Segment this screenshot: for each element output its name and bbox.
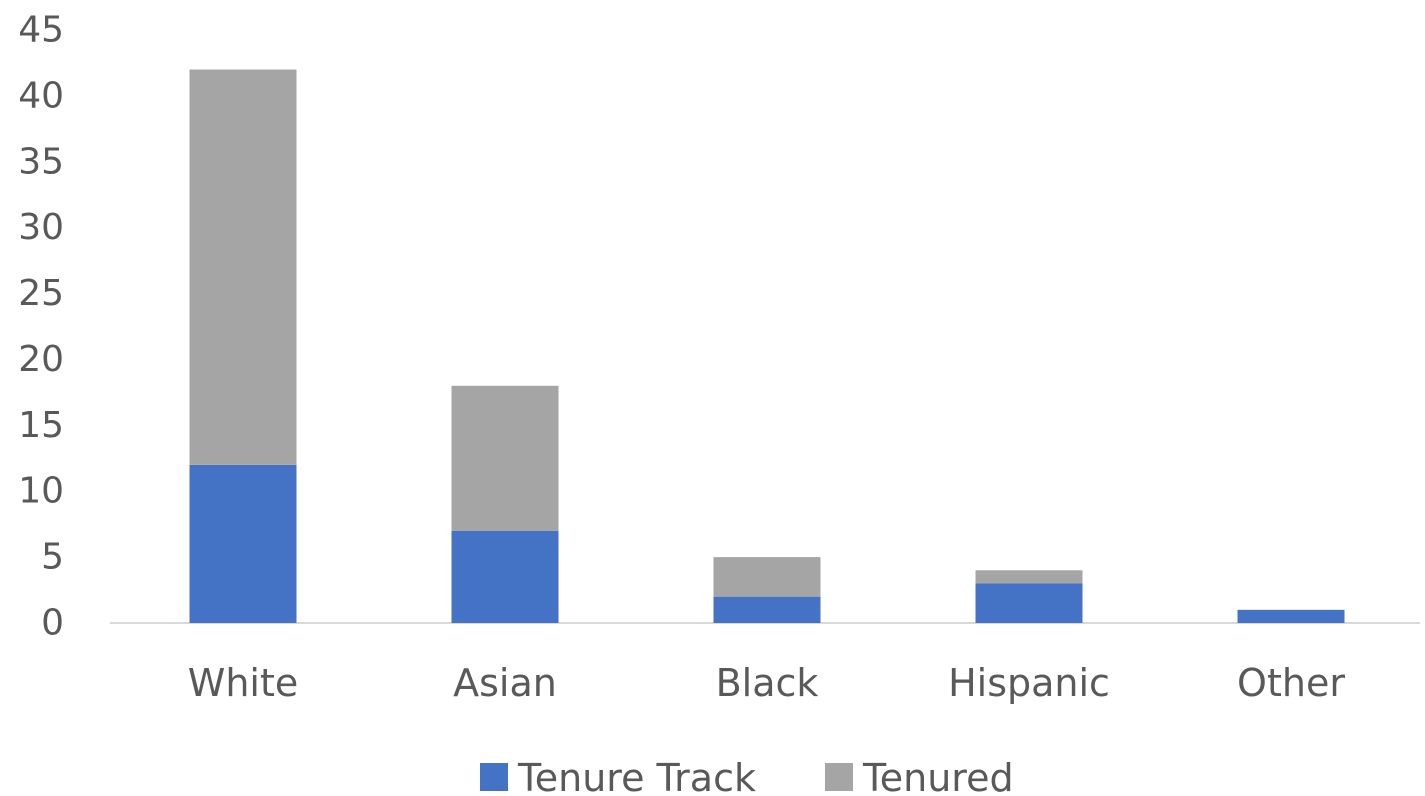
y-axis-tick-labels: 0 5 10 15 20 25 30 35 40 45	[18, 10, 64, 644]
legend-label: Tenure Track	[517, 756, 756, 796]
x-category-label: Other	[1237, 661, 1345, 705]
y-tick-label: 10	[18, 471, 64, 512]
bar-tenured-hispanic	[975, 570, 1083, 584]
legend-swatch-tenure-track	[480, 763, 508, 791]
x-category-label: Hispanic	[948, 661, 1110, 705]
y-tick-label: 40	[18, 75, 64, 116]
bar-tenure-track-white	[189, 464, 297, 623]
y-tick-label: 5	[41, 537, 64, 578]
x-category-label: Black	[716, 661, 819, 705]
y-tick-label: 20	[18, 339, 64, 380]
legend: Tenure Track Tenured	[480, 756, 1014, 796]
y-tick-label: 30	[18, 207, 64, 248]
bar-tenure-track-other	[1237, 609, 1345, 623]
y-tick-label: 15	[18, 405, 64, 446]
y-tick-label: 25	[18, 273, 64, 314]
bars	[189, 69, 1345, 623]
bar-tenured-black	[713, 557, 821, 597]
y-tick-label: 0	[41, 603, 64, 644]
x-category-label: Asian	[453, 661, 557, 705]
y-tick-label: 45	[18, 10, 64, 51]
bar-tenured-white	[189, 69, 297, 465]
x-axis-category-labels: White Asian Black Hispanic Other	[188, 661, 1346, 705]
bar-tenure-track-asian	[451, 530, 559, 623]
bar-tenure-track-black	[713, 596, 821, 623]
bar-tenured-asian	[451, 385, 559, 531]
bar-tenure-track-hispanic	[975, 583, 1083, 623]
legend-label: Tenured	[862, 756, 1014, 796]
legend-swatch-tenured	[825, 763, 853, 791]
y-tick-label: 35	[18, 141, 64, 182]
x-category-label: White	[188, 661, 299, 705]
